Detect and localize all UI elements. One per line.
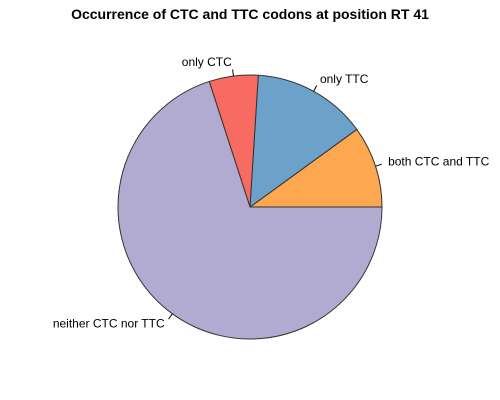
slice-labels: both CTC and TTC only TTC only CTC neither … xyxy=(53,55,490,331)
label-tick-neither-ctc-nor-ttc xyxy=(168,313,173,320)
label-tick-both-ctc-and-ttc xyxy=(375,163,382,167)
slice-label-only-ttc: only TTC xyxy=(320,72,369,86)
slice-label-only-ctc: only CTC xyxy=(182,55,232,69)
pie-slice-only-ttc xyxy=(249,74,358,208)
chart-title: Occurrence of CTC and TTC codons at posi… xyxy=(71,6,429,22)
label-ticks xyxy=(168,69,382,320)
label-tick-only-ttc xyxy=(313,85,318,92)
pie-slices xyxy=(117,74,383,340)
pie-slice-both-ctc-and-ttc xyxy=(249,128,383,208)
pie-slice-neither-ctc-nor-ttc xyxy=(117,80,383,340)
slice-label-neither-ctc-nor-ttc: neither CTC nor TTC xyxy=(53,317,165,331)
slice-label-both-ctc-and-ttc: both CTC and TTC xyxy=(388,154,489,168)
label-tick-only-ctc xyxy=(232,69,234,77)
